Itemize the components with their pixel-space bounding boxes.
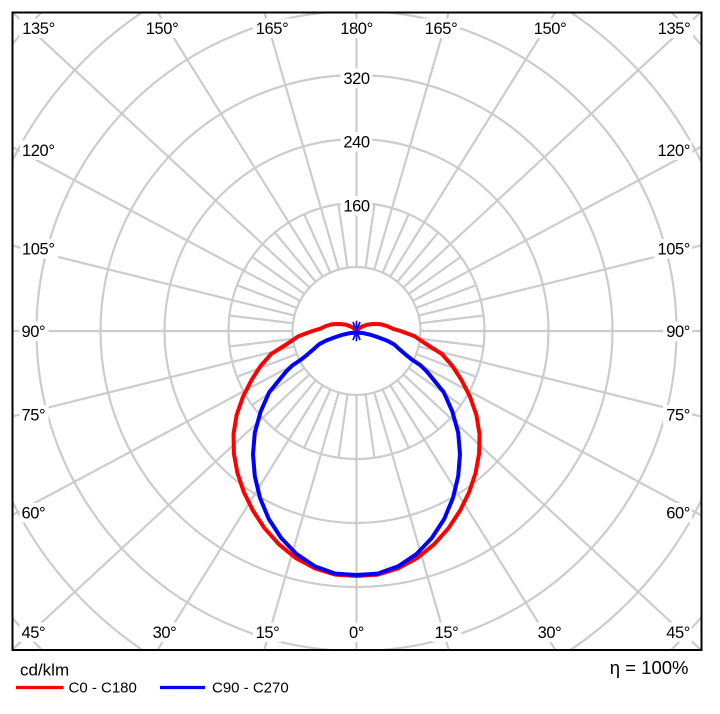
svg-text:45°: 45°	[666, 624, 690, 642]
svg-text:135°: 135°	[658, 20, 691, 38]
svg-text:15°: 15°	[256, 624, 280, 642]
svg-text:30°: 30°	[153, 624, 177, 642]
svg-text:0°: 0°	[349, 624, 364, 642]
svg-text:30°: 30°	[538, 624, 562, 642]
svg-text:160: 160	[343, 198, 370, 216]
svg-text:180°: 180°	[340, 20, 373, 38]
svg-text:240: 240	[343, 134, 370, 152]
svg-text:120°: 120°	[657, 142, 690, 160]
svg-text:C0 - C180: C0 - C180	[69, 680, 137, 697]
svg-text:135°: 135°	[22, 20, 55, 38]
svg-text:60°: 60°	[666, 505, 690, 523]
svg-text:90°: 90°	[666, 323, 690, 341]
svg-text:75°: 75°	[22, 407, 46, 425]
svg-text:150°: 150°	[146, 20, 179, 38]
svg-text:150°: 150°	[534, 20, 567, 38]
svg-text:165°: 165°	[256, 20, 289, 38]
svg-text:320: 320	[343, 70, 370, 88]
svg-text:75°: 75°	[666, 407, 690, 425]
svg-text:105°: 105°	[22, 241, 55, 259]
svg-text:60°: 60°	[22, 505, 46, 523]
svg-text:cd/klm: cd/klm	[20, 661, 69, 680]
svg-text:45°: 45°	[22, 624, 46, 642]
svg-text:C90 - C270: C90 - C270	[212, 680, 289, 697]
svg-text:165°: 165°	[425, 20, 458, 38]
svg-text:15°: 15°	[435, 624, 459, 642]
svg-text:105°: 105°	[657, 241, 690, 259]
svg-text:η = 100%: η = 100%	[610, 657, 689, 678]
svg-text:90°: 90°	[22, 323, 46, 341]
svg-text:120°: 120°	[22, 142, 55, 160]
